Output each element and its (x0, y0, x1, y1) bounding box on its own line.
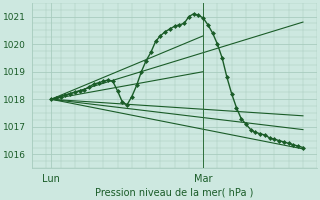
X-axis label: Pression niveau de la mer( hPa ): Pression niveau de la mer( hPa ) (95, 187, 254, 197)
